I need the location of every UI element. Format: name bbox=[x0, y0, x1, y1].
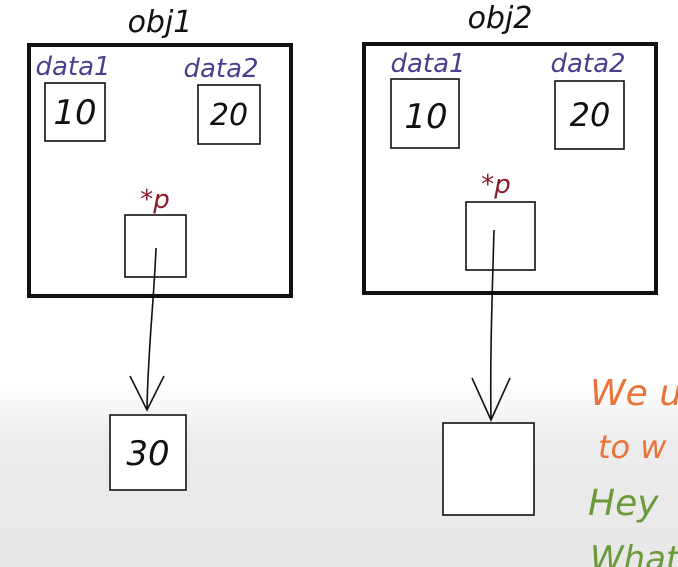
heap-box-obj2 bbox=[442, 422, 535, 516]
arrowhead-obj2 bbox=[471, 377, 511, 422]
pointer-arrow-obj1 bbox=[146, 247, 157, 409]
pointer-label-p: *p bbox=[481, 170, 511, 200]
pointer-label-p: *p bbox=[140, 185, 170, 215]
object-obj1: obj1 data1 10 data2 20 *p bbox=[27, 5, 293, 298]
member-value-data2: 20 bbox=[570, 96, 611, 134]
member-box-data1 bbox=[390, 78, 460, 149]
member-label-data2: data2 bbox=[183, 54, 258, 84]
note-line-2: to w bbox=[598, 428, 667, 466]
object-box-obj2 bbox=[362, 42, 658, 295]
member-label-data2: data2 bbox=[550, 49, 625, 79]
member-box-data2 bbox=[554, 80, 625, 150]
object-name-obj1: obj1 bbox=[128, 5, 193, 40]
member-label-data1: data1 bbox=[35, 52, 110, 82]
member-box-data1 bbox=[44, 82, 106, 142]
member-value-data2: 20 bbox=[210, 98, 248, 133]
object-name-obj2: obj2 bbox=[468, 1, 533, 36]
pointer-box-p bbox=[124, 214, 187, 278]
note-line-3: Hey bbox=[588, 483, 659, 524]
side-notes: We u to w Hey What bbox=[588, 373, 678, 567]
member-box-data2 bbox=[197, 84, 261, 145]
arrowhead-obj1 bbox=[129, 375, 165, 412]
object-obj2: obj2 data1 10 data2 20 *p bbox=[362, 1, 658, 295]
member-label-data1: data1 bbox=[390, 49, 465, 79]
heap-value-obj1: 30 bbox=[126, 434, 169, 474]
heap-box-obj1 bbox=[109, 414, 187, 491]
note-line-4: What bbox=[590, 539, 678, 567]
object-box-obj1 bbox=[27, 43, 293, 298]
member-value-data1: 10 bbox=[404, 97, 447, 137]
pointer-box-p bbox=[465, 201, 536, 271]
member-value-data1: 10 bbox=[53, 93, 96, 133]
note-line-1: We u bbox=[590, 373, 678, 414]
pointer-arrow-obj2 bbox=[489, 229, 495, 419]
